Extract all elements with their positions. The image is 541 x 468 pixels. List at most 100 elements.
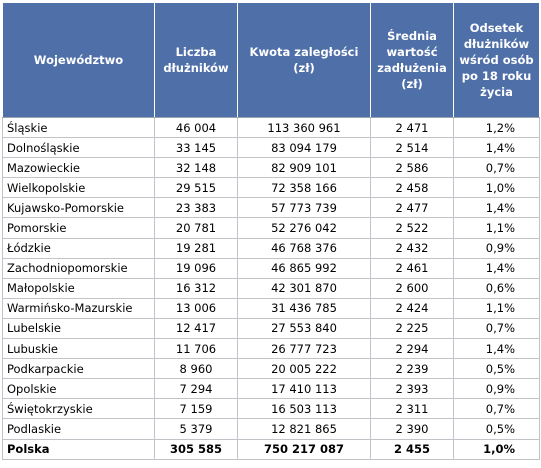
header-debtors: Liczba dłużników <box>154 2 238 118</box>
table-row: Lubuskie 11 706 26 777 723 2 294 1,4% <box>2 338 540 360</box>
region-cell: Dolnośląskie <box>2 137 155 159</box>
region-cell: Śląskie <box>2 116 155 139</box>
debtors-cell: 7 294 <box>154 378 238 400</box>
table-row: Świętokrzyskie 7 159 16 503 113 2 311 0,7% <box>2 398 540 420</box>
share-cell: 1,0% <box>453 438 540 460</box>
average-cell: 2 477 <box>370 197 454 219</box>
debtors-cell: 8 960 <box>154 358 238 380</box>
average-cell: 2 294 <box>370 338 454 360</box>
average-cell: 2 424 <box>370 297 454 319</box>
share-cell: 1,4% <box>453 137 540 159</box>
amount-cell: 31 436 785 <box>237 297 371 319</box>
region-cell: Warmińsko-Mazurskie <box>2 297 155 319</box>
debtors-cell: 33 145 <box>154 137 238 159</box>
share-cell: 1,4% <box>453 338 540 360</box>
region-cell: Podkarpackie <box>2 358 155 380</box>
amount-cell: 46 865 992 <box>237 257 371 279</box>
debtors-cell: 29 515 <box>154 177 238 199</box>
share-cell: 0,5% <box>453 358 540 380</box>
region-cell: Zachodniopomorskie <box>2 257 155 279</box>
amount-cell: 52 276 042 <box>237 217 371 239</box>
amount-cell: 42 301 870 <box>237 277 371 299</box>
share-cell: 1,4% <box>453 197 540 219</box>
debtors-cell: 23 383 <box>154 197 238 219</box>
table-row: Podkarpackie 8 960 20 005 222 2 239 0,5% <box>2 358 540 380</box>
region-cell: Kujawsko-Pomorskie <box>2 197 155 219</box>
amount-cell: 113 360 961 <box>237 116 371 139</box>
average-cell: 2 522 <box>370 217 454 239</box>
amount-cell: 46 768 376 <box>237 237 371 259</box>
table-row: Śląskie 46 004 113 360 961 2 471 1,2% <box>2 116 540 139</box>
region-cell: Pomorskie <box>2 217 155 239</box>
table-row: Łódzkie 19 281 46 768 376 2 432 0,9% <box>2 237 540 259</box>
region-cell: Podlaskie <box>2 418 155 440</box>
share-cell: 0,6% <box>453 277 540 299</box>
average-cell: 2 390 <box>370 418 454 440</box>
region-cell: Łódzkie <box>2 237 155 259</box>
header-share: Odsetek dłużników wśród osób po 18 roku … <box>453 2 540 118</box>
debtors-cell: 46 004 <box>154 116 238 139</box>
average-cell: 2 471 <box>370 116 454 139</box>
share-cell: 0,5% <box>453 418 540 440</box>
debtors-cell: 16 312 <box>154 277 238 299</box>
share-cell: 0,7% <box>453 317 540 340</box>
amount-cell: 72 358 166 <box>237 177 371 199</box>
region-cell: Lubelskie <box>2 317 155 340</box>
share-cell: 1,0% <box>453 177 540 199</box>
amount-cell: 750 217 087 <box>237 438 371 460</box>
region-cell: Wielkopolskie <box>2 177 155 199</box>
amount-cell: 83 094 179 <box>237 137 371 159</box>
amount-cell: 82 909 101 <box>237 157 371 179</box>
debtors-cell: 12 417 <box>154 317 238 340</box>
average-cell: 2 432 <box>370 237 454 259</box>
debtors-cell: 19 281 <box>154 237 238 259</box>
table-row: Warmińsko-Mazurskie 13 006 31 436 785 2 424… <box>2 297 540 319</box>
debtors-by-region-table: Województwo Liczba dłużników Kwota zaleg… <box>2 2 540 460</box>
amount-cell: 57 773 739 <box>237 197 371 219</box>
amount-cell: 26 777 723 <box>237 338 371 360</box>
region-cell: Świętokrzyskie <box>2 398 155 420</box>
region-cell: Mazowieckie <box>2 157 155 179</box>
amount-cell: 27 553 840 <box>237 317 371 340</box>
average-cell: 2 225 <box>370 317 454 340</box>
region-cell: Małopolskie <box>2 277 155 299</box>
table-row: Kujawsko-Pomorskie 23 383 57 773 739 2 477 1… <box>2 197 540 219</box>
table-row: Dolnośląskie 33 145 83 094 179 2 514 1,4% <box>2 137 540 159</box>
debtors-cell: 5 379 <box>154 418 238 440</box>
share-cell: 0,7% <box>453 157 540 179</box>
debtors-cell: 305 585 <box>154 438 238 460</box>
debtors-cell: 19 096 <box>154 257 238 279</box>
total-row: Polska 305 585 750 217 087 2 455 1,0% <box>2 438 540 460</box>
average-cell: 2 458 <box>370 177 454 199</box>
debtors-cell: 11 706 <box>154 338 238 360</box>
table-row: Zachodniopomorskie 19 096 46 865 992 2 461 1… <box>2 257 540 279</box>
average-cell: 2 311 <box>370 398 454 420</box>
average-cell: 2 586 <box>370 157 454 179</box>
amount-cell: 16 503 113 <box>237 398 371 420</box>
table-row: Podlaskie 5 379 12 821 865 2 390 0,5% <box>2 418 540 440</box>
table-row: Pomorskie 20 781 52 276 042 2 522 1,1% <box>2 217 540 239</box>
debtors-cell: 13 006 <box>154 297 238 319</box>
debtors-cell: 32 148 <box>154 157 238 179</box>
table-row: Opolskie 7 294 17 410 113 2 393 0,9% <box>2 378 540 400</box>
average-cell: 2 461 <box>370 257 454 279</box>
table-row: Małopolskie 16 312 42 301 870 2 600 0,6% <box>2 277 540 299</box>
amount-cell: 17 410 113 <box>237 378 371 400</box>
header-row: Województwo Liczba dłużników Kwota zaleg… <box>2 2 540 118</box>
share-cell: 0,9% <box>453 378 540 400</box>
average-cell: 2 455 <box>370 438 454 460</box>
table-row: Lubelskie 12 417 27 553 840 2 225 0,7% <box>2 317 540 340</box>
region-cell: Polska <box>2 438 155 460</box>
debtors-cell: 7 159 <box>154 398 238 420</box>
debtors-cell: 20 781 <box>154 217 238 239</box>
share-cell: 1,4% <box>453 257 540 279</box>
share-cell: 0,7% <box>453 398 540 420</box>
table-body: Śląskie 46 004 113 360 961 2 471 1,2% Dolnośl… <box>2 116 540 460</box>
share-cell: 1,1% <box>453 217 540 239</box>
header-average: Średnia wartość zadłużenia (zł) <box>370 2 454 118</box>
region-cell: Lubuskie <box>2 338 155 360</box>
share-cell: 1,1% <box>453 297 540 319</box>
amount-cell: 12 821 865 <box>237 418 371 440</box>
header-amount: Kwota zaległości (zł) <box>237 2 371 118</box>
header-region: Województwo <box>2 2 155 118</box>
